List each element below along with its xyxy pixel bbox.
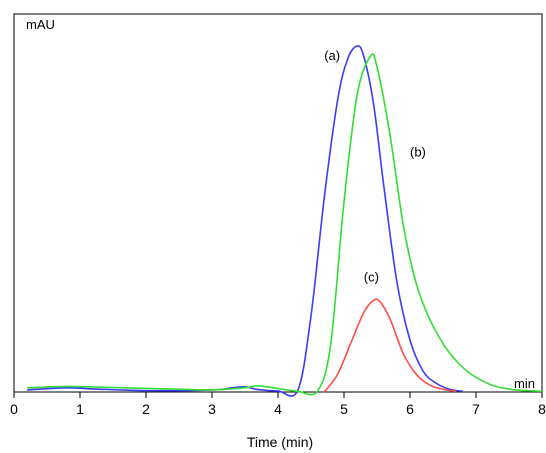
x-tick-label: 7 — [472, 401, 480, 417]
x-tick-label: 2 — [142, 401, 150, 417]
series-line-1 — [27, 53, 543, 396]
peak-label: (c) — [364, 269, 379, 284]
peak-label: (a) — [324, 48, 340, 63]
series-line-2 — [323, 298, 457, 393]
x-axis-title: Time (min) — [247, 434, 313, 450]
x-axis-ticks: 0 1 2 3 4 5 6 7 8 — [10, 392, 546, 417]
x-tick-label: 1 — [76, 401, 84, 417]
x-tick-label: 0 — [10, 401, 18, 417]
x-axis-unit-label: min — [514, 376, 535, 391]
y-axis-label: mAU — [26, 17, 55, 32]
series-layer — [27, 45, 543, 397]
x-tick-label: 5 — [340, 401, 348, 417]
plot-frame — [13, 13, 543, 393]
peak-label: (b) — [410, 145, 426, 160]
peak-annotations: (a) (b) (c) — [324, 48, 426, 284]
series-line-0 — [27, 45, 463, 397]
x-tick-label: 3 — [208, 401, 216, 417]
x-tick-label: 8 — [538, 401, 546, 417]
x-tick-label: 4 — [274, 401, 282, 417]
x-tick-label: 6 — [406, 401, 414, 417]
